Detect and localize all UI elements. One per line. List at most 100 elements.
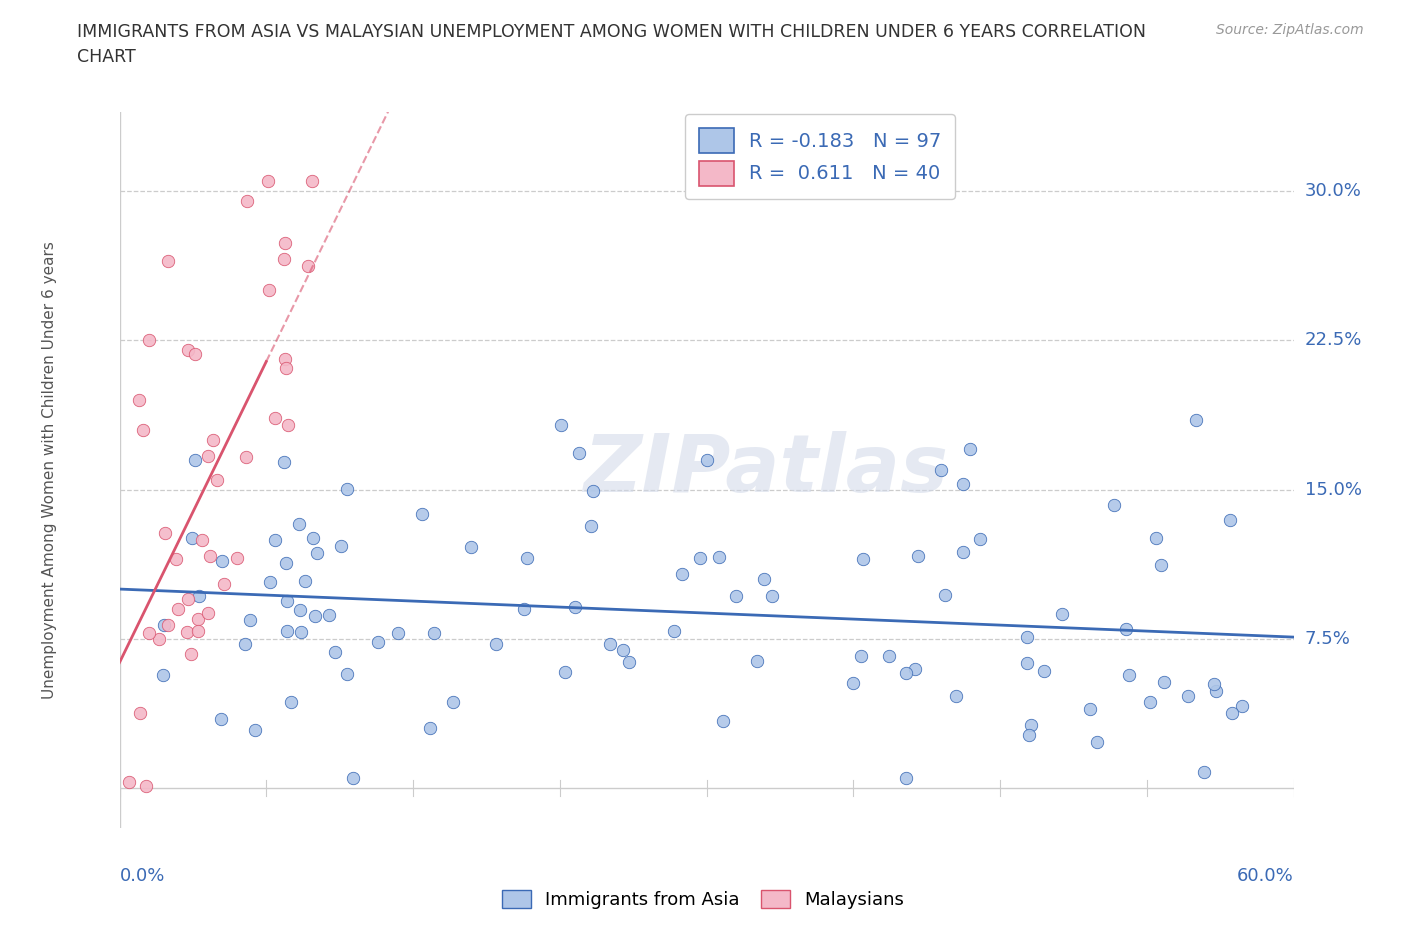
Point	[411, 507, 433, 522]
Point	[274, 352, 297, 366]
Text: 15.0%: 15.0%	[1305, 481, 1361, 498]
Point	[554, 664, 576, 679]
Point	[280, 695, 302, 710]
Point	[329, 538, 352, 553]
Point	[325, 644, 347, 659]
Text: Source: ZipAtlas.com: Source: ZipAtlas.com	[1216, 23, 1364, 37]
Point	[367, 634, 389, 649]
Text: 60.0%: 60.0%	[1237, 867, 1294, 884]
Point	[849, 648, 872, 663]
Point	[761, 588, 783, 603]
Point	[1017, 656, 1039, 671]
Point	[288, 517, 311, 532]
Point	[243, 723, 266, 737]
Point	[318, 607, 340, 622]
Point	[276, 624, 298, 639]
Point	[157, 253, 180, 268]
Legend: Immigrants from Asia, Malaysians: Immigrants from Asia, Malaysians	[495, 883, 911, 916]
Point	[138, 333, 160, 348]
Point	[582, 484, 605, 498]
Point	[1232, 698, 1254, 713]
Point	[187, 624, 209, 639]
Point	[304, 609, 326, 624]
Point	[387, 626, 409, 641]
Point	[277, 418, 299, 432]
Point	[1204, 677, 1226, 692]
Point	[969, 532, 991, 547]
Point	[907, 549, 929, 564]
Point	[290, 625, 312, 640]
Point	[202, 432, 225, 447]
Point	[132, 422, 155, 437]
Point	[177, 343, 200, 358]
Point	[1144, 531, 1167, 546]
Text: CHART: CHART	[77, 48, 136, 66]
Point	[256, 174, 278, 189]
Point	[336, 666, 359, 681]
Point	[671, 567, 693, 582]
Point	[568, 445, 591, 460]
Point	[1115, 621, 1137, 636]
Point	[485, 637, 508, 652]
Point	[754, 572, 776, 587]
Point	[273, 235, 295, 250]
Point	[307, 545, 329, 560]
Point	[1205, 684, 1227, 698]
Point	[711, 714, 734, 729]
Point	[689, 551, 711, 565]
Point	[696, 452, 718, 467]
Point	[1139, 695, 1161, 710]
Point	[167, 602, 190, 617]
Point	[945, 688, 967, 703]
Point	[153, 618, 176, 632]
Point	[1085, 735, 1108, 750]
Point	[128, 392, 150, 407]
Point	[118, 775, 141, 790]
Point	[276, 556, 298, 571]
Point	[197, 605, 219, 620]
Point	[211, 553, 233, 568]
Point	[516, 551, 538, 565]
Point	[239, 612, 262, 627]
Point	[198, 548, 221, 563]
Point	[441, 695, 464, 710]
Point	[707, 550, 730, 565]
Point	[135, 778, 157, 793]
Point	[1017, 630, 1039, 644]
Point	[1192, 764, 1215, 779]
Point	[212, 577, 235, 591]
Point	[1150, 558, 1173, 573]
Point	[294, 574, 316, 589]
Text: IMMIGRANTS FROM ASIA VS MALAYSIAN UNEMPLOYMENT AMONG WOMEN WITH CHILDREN UNDER 6: IMMIGRANTS FROM ASIA VS MALAYSIAN UNEMPL…	[77, 23, 1146, 41]
Point	[550, 418, 572, 432]
Point	[1019, 717, 1042, 732]
Text: 30.0%: 30.0%	[1305, 182, 1361, 200]
Point	[564, 600, 586, 615]
Point	[197, 449, 219, 464]
Point	[1052, 607, 1074, 622]
Point	[273, 251, 295, 266]
Point	[264, 533, 287, 548]
Point	[184, 346, 207, 361]
Point	[1153, 674, 1175, 689]
Point	[235, 193, 257, 208]
Point	[896, 666, 918, 681]
Point	[209, 711, 232, 726]
Point	[513, 602, 536, 617]
Point	[157, 618, 180, 632]
Point	[181, 530, 204, 545]
Point	[617, 655, 640, 670]
Point	[1219, 512, 1241, 527]
Point	[342, 771, 364, 786]
Point	[579, 519, 602, 534]
Point	[177, 591, 200, 606]
Point	[599, 636, 621, 651]
Point	[1118, 668, 1140, 683]
Point	[176, 624, 198, 639]
Point	[747, 654, 769, 669]
Point	[129, 706, 152, 721]
Point	[180, 646, 202, 661]
Point	[233, 637, 256, 652]
Text: 7.5%: 7.5%	[1305, 630, 1351, 647]
Point	[138, 625, 160, 640]
